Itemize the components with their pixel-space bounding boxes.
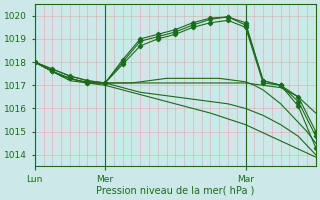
X-axis label: Pression niveau de la mer( hPa ): Pression niveau de la mer( hPa ) (96, 186, 254, 196)
